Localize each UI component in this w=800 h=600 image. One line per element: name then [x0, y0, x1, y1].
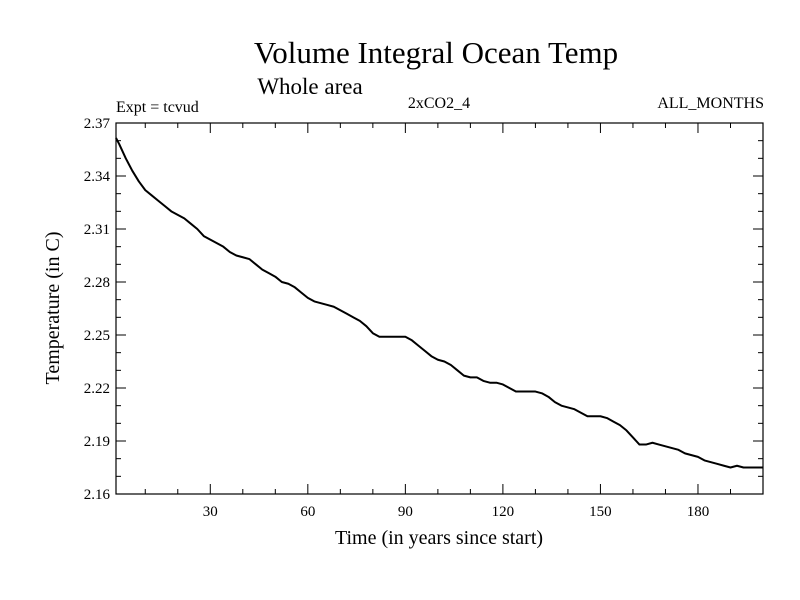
x-tick-label: 120: [492, 504, 515, 520]
experiment-label: Expt = tcvud: [116, 99, 199, 116]
x-axis-tick-labels: 30 60 90 120 150 180: [203, 504, 709, 520]
x-axis-title: Time (in years since start): [335, 527, 543, 549]
months-label: ALL_MONTHS: [657, 95, 764, 112]
chart-title: Volume Integral Ocean Temp: [254, 35, 618, 70]
y-tick-label: 2.37: [84, 116, 111, 132]
temperature-series-line: [115, 137, 763, 469]
y-tick-label: 2.16: [84, 487, 111, 503]
y-tick-label: 2.34: [84, 169, 111, 185]
run-label: 2xCO2_4: [408, 95, 470, 112]
y-tick-label: 2.19: [84, 434, 110, 450]
y-tick-label: 2.22: [84, 381, 110, 397]
y-axis-title: Temperature (in C): [42, 232, 64, 385]
y-axis-tick-labels: 2.16 2.19 2.22 2.25 2.28 2.31 2.34 2.37: [84, 116, 111, 503]
plot-frame: [115, 122, 764, 495]
y-tick-label: 2.31: [84, 222, 110, 238]
x-tick-label: 90: [398, 504, 413, 520]
x-tick-label: 60: [300, 504, 315, 520]
y-tick-label: 2.25: [84, 328, 110, 344]
y-tick-label: 2.28: [84, 275, 110, 291]
x-axis-ticks: [144, 123, 731, 494]
x-tick-label: 180: [687, 504, 710, 520]
x-tick-label: 150: [589, 504, 612, 520]
y-axis-ticks: [116, 122, 763, 495]
chart-subtitle: Whole area: [257, 74, 362, 99]
x-tick-label: 30: [203, 504, 218, 520]
